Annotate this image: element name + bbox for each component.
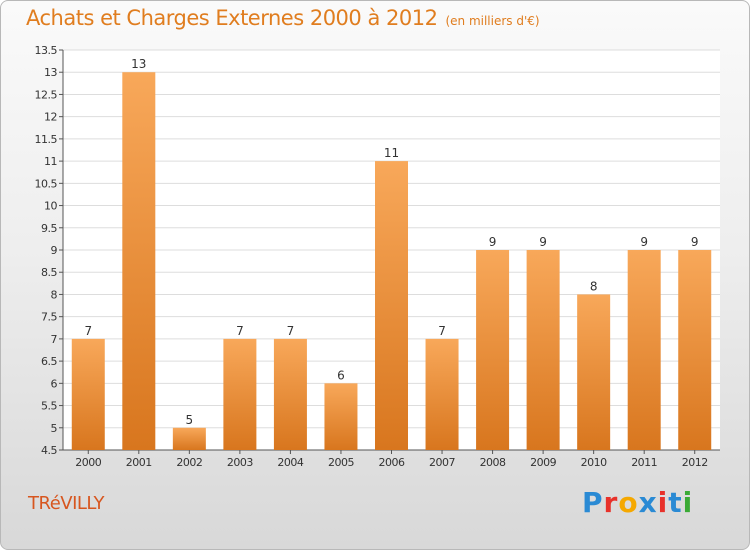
x-tick-label-2010: 2010 — [581, 456, 607, 469]
bars — [71, 72, 712, 450]
data-label-2008: 9 — [489, 235, 497, 249]
logo-letter: r — [603, 486, 619, 519]
logo-letter: x — [638, 486, 658, 519]
y-tick-label: 8 — [51, 288, 58, 301]
x-tick-label-2012: 2012 — [682, 456, 708, 469]
chart-unit: (en milliers d'€) — [445, 14, 540, 28]
y-tick-label: 13 — [44, 66, 57, 79]
x-tick-label-2004: 2004 — [277, 456, 303, 469]
bar-2007 — [425, 338, 459, 450]
bar-2005 — [324, 383, 358, 450]
y-tick-label: 5 — [51, 422, 58, 435]
x-tick-label-2009: 2009 — [530, 456, 556, 469]
bar-2008 — [476, 250, 510, 450]
bar-2012 — [678, 250, 712, 450]
data-label-2012: 9 — [691, 235, 699, 249]
logo-letter: o — [618, 486, 639, 519]
y-tick-label: 8.5 — [41, 266, 57, 279]
y-tick-label: 13.5 — [35, 44, 58, 57]
logo-letter: P — [582, 486, 604, 519]
bar-2011 — [627, 250, 661, 450]
y-tick-label: 10.5 — [35, 177, 58, 190]
city-name: TRéVILLY — [28, 493, 105, 514]
y-tick-label: 9.5 — [41, 222, 57, 235]
data-label-2009: 9 — [539, 235, 547, 249]
x-tick-label-2007: 2007 — [429, 456, 455, 469]
y-tick-label: 11 — [44, 155, 57, 168]
y-tick-label: 9 — [51, 244, 58, 257]
data-label-2000: 7 — [84, 324, 92, 338]
x-tick-label-2005: 2005 — [328, 456, 354, 469]
data-label-2005: 6 — [337, 368, 345, 382]
logo-letter: i — [682, 486, 694, 519]
bar-2004 — [273, 338, 307, 450]
data-label-2003: 7 — [236, 324, 244, 338]
data-labels: 7 13 5 7 7 6 11 7 9 9 8 9 9 — [84, 57, 698, 427]
y-tick-labels: 4.5 5 5.5 6 6.5 7 7.5 8 8.5 9 9.5 10 10.5 11 11.5 12 12.… — [35, 44, 59, 457]
y-tick-label: 12.5 — [35, 88, 58, 101]
chart-title-text: Achats et Charges Externes 2000 à 2012 — [26, 6, 438, 30]
x-tick-label-2000: 2000 — [75, 456, 101, 469]
bar-2000 — [71, 338, 105, 450]
bar-2010 — [577, 294, 611, 450]
x-tick-label-2001: 2001 — [126, 456, 152, 469]
data-label-2007: 7 — [438, 324, 446, 338]
x-tick-label-2002: 2002 — [176, 456, 202, 469]
x-tick-label-2006: 2006 — [379, 456, 405, 469]
data-label-2011: 9 — [640, 235, 648, 249]
bar-2006 — [375, 161, 408, 450]
y-tick-label: 12 — [44, 111, 57, 124]
y-tick-label: 6.5 — [41, 355, 57, 368]
x-tick-label-2003: 2003 — [227, 456, 253, 469]
y-tick-label: 4.5 — [41, 444, 57, 457]
data-label-2006: 11 — [384, 146, 399, 160]
x-tick-label-2008: 2008 — [480, 456, 506, 469]
bar-2003 — [223, 338, 257, 450]
data-label-2004: 7 — [287, 324, 295, 338]
data-label-2001: 13 — [131, 57, 146, 71]
logo-letter: i — [657, 486, 669, 519]
x-tick-label-2011: 2011 — [631, 456, 657, 469]
bar-2009 — [526, 250, 560, 450]
logo-letter: t — [668, 486, 683, 519]
y-tick-label: 6 — [51, 377, 58, 390]
x-tick-labels: 2000 2001 2002 2003 2004 2005 2006 2007 2008 2009… — [75, 456, 708, 469]
data-label-2002: 5 — [186, 413, 194, 427]
proxiti-logo: Proxiti — [582, 486, 693, 519]
y-tick-label: 11.5 — [35, 133, 58, 146]
y-tick-label: 7.5 — [41, 311, 57, 324]
bar-2001 — [122, 72, 156, 450]
y-tick-label: 10 — [44, 200, 57, 213]
y-tick-label: 5.5 — [41, 400, 57, 413]
bar-2002 — [172, 427, 206, 450]
chart-title: Achats et Charges Externes 2000 à 2012 (e… — [26, 6, 540, 30]
data-label-2010: 8 — [590, 279, 598, 293]
y-tick-label: 7 — [51, 333, 58, 346]
